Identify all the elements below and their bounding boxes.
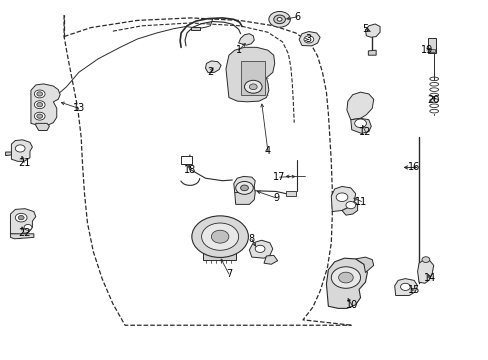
Text: 14: 14 — [423, 273, 435, 283]
Bar — [240, 60, 264, 95]
Text: 1: 1 — [235, 45, 241, 55]
Text: 2: 2 — [207, 67, 213, 77]
Polygon shape — [330, 186, 355, 212]
Circle shape — [34, 101, 45, 109]
Circle shape — [304, 36, 313, 43]
Circle shape — [37, 114, 42, 118]
Text: 22: 22 — [18, 228, 30, 238]
Circle shape — [255, 245, 264, 252]
Text: 10: 10 — [345, 300, 357, 310]
Text: 8: 8 — [248, 234, 254, 244]
Polygon shape — [11, 140, 32, 161]
Polygon shape — [36, 123, 49, 131]
Circle shape — [15, 213, 27, 222]
Polygon shape — [5, 152, 11, 156]
Text: 6: 6 — [293, 12, 300, 22]
Text: 11: 11 — [355, 197, 367, 207]
Circle shape — [249, 84, 257, 90]
Polygon shape — [264, 255, 277, 264]
Circle shape — [277, 18, 282, 21]
Text: 21: 21 — [18, 158, 30, 168]
Polygon shape — [238, 34, 254, 45]
Bar — [285, 191, 295, 196]
Circle shape — [268, 12, 290, 27]
Text: 15: 15 — [407, 285, 420, 296]
Text: 13: 13 — [72, 103, 84, 113]
Polygon shape — [341, 202, 357, 215]
Bar — [190, 27, 199, 30]
Circle shape — [400, 283, 409, 291]
Text: 5: 5 — [362, 24, 368, 35]
Text: 16: 16 — [407, 162, 420, 172]
Polygon shape — [234, 186, 255, 204]
Text: 7: 7 — [225, 269, 231, 279]
Text: 18: 18 — [183, 165, 196, 175]
Polygon shape — [365, 24, 379, 37]
Circle shape — [421, 257, 429, 262]
Circle shape — [345, 202, 355, 209]
Circle shape — [15, 145, 25, 152]
Circle shape — [201, 223, 238, 250]
Text: 4: 4 — [264, 146, 270, 156]
Circle shape — [211, 230, 228, 243]
Bar — [427, 38, 435, 53]
Polygon shape — [346, 92, 373, 120]
Polygon shape — [355, 257, 373, 273]
Polygon shape — [299, 32, 320, 46]
Polygon shape — [225, 47, 274, 102]
Polygon shape — [350, 118, 370, 134]
Polygon shape — [326, 258, 366, 309]
Text: 12: 12 — [359, 127, 371, 136]
Polygon shape — [367, 50, 375, 55]
Polygon shape — [10, 234, 34, 239]
Text: 19: 19 — [420, 45, 432, 55]
Polygon shape — [10, 209, 36, 234]
Text: 20: 20 — [427, 95, 439, 105]
Circle shape — [338, 272, 352, 283]
Text: 3: 3 — [305, 35, 311, 44]
Circle shape — [354, 119, 366, 128]
Polygon shape — [417, 260, 433, 283]
Circle shape — [240, 185, 248, 191]
Circle shape — [235, 181, 253, 194]
Text: 9: 9 — [273, 193, 279, 203]
Bar — [181, 156, 191, 164]
Circle shape — [330, 267, 360, 288]
Circle shape — [34, 112, 45, 120]
Polygon shape — [205, 61, 221, 72]
Circle shape — [244, 80, 262, 93]
Polygon shape — [249, 240, 272, 258]
Circle shape — [37, 92, 42, 96]
Bar — [203, 244, 236, 260]
Polygon shape — [233, 176, 255, 193]
Polygon shape — [394, 279, 417, 296]
Text: 17: 17 — [273, 172, 285, 182]
Circle shape — [37, 103, 42, 107]
Circle shape — [273, 15, 285, 24]
Circle shape — [34, 90, 45, 98]
Polygon shape — [31, 84, 60, 126]
Circle shape — [335, 193, 347, 202]
Circle shape — [18, 216, 24, 220]
Bar — [428, 49, 434, 51]
Circle shape — [191, 216, 248, 257]
Circle shape — [24, 225, 32, 230]
